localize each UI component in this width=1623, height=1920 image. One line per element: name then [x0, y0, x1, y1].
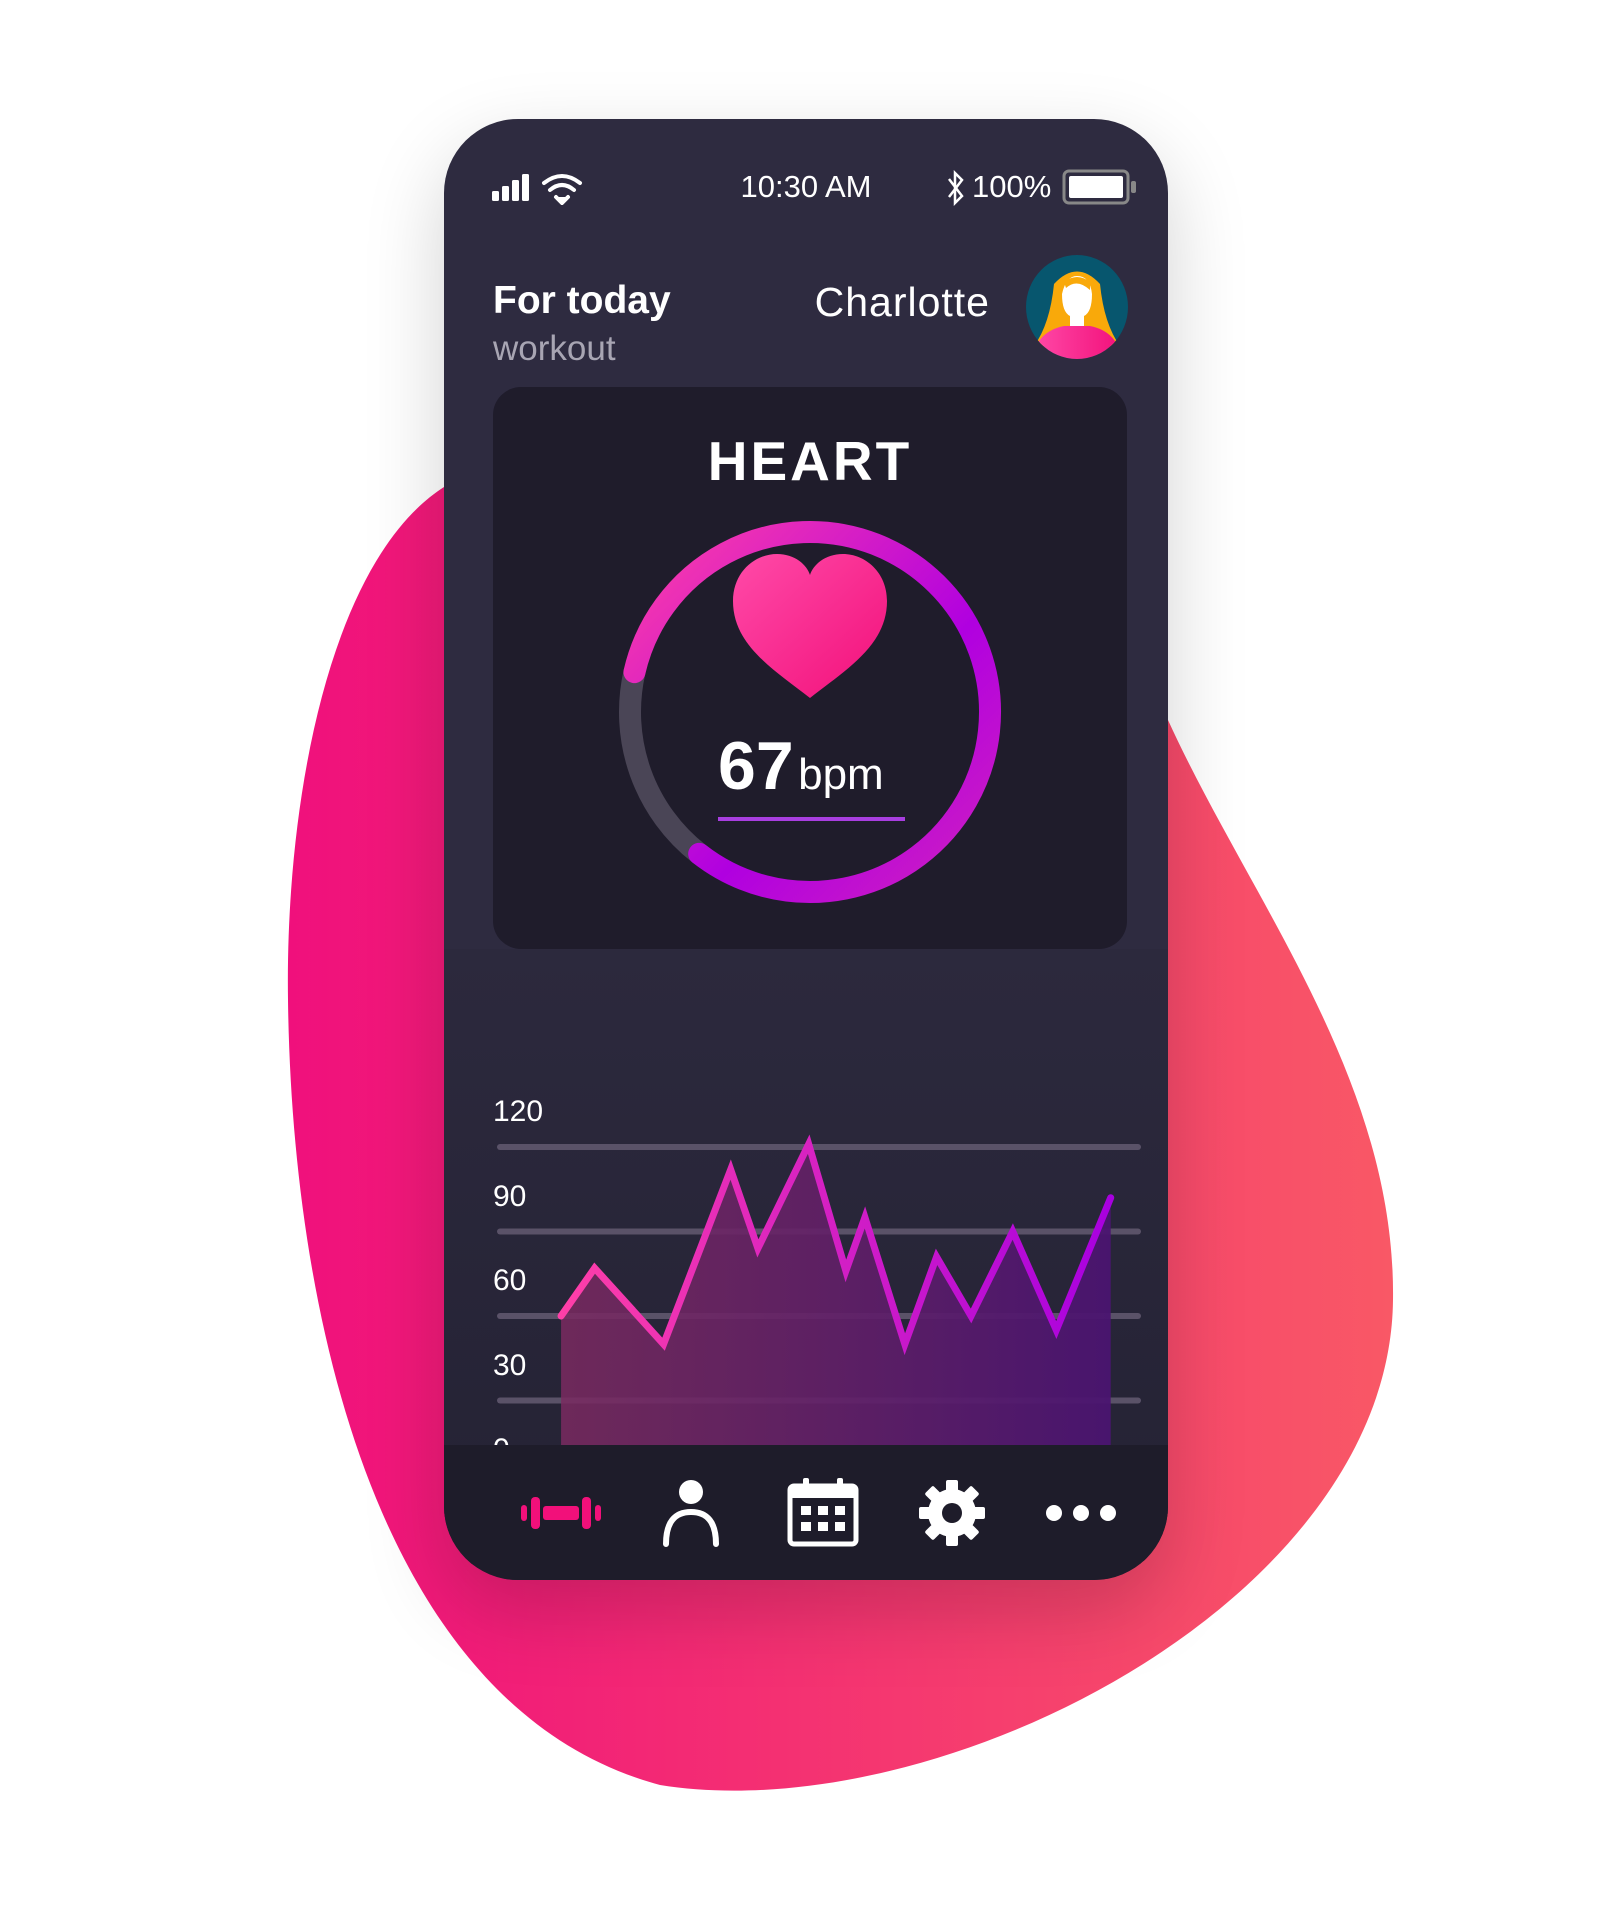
heart-card: HEART 67 bpm [493, 387, 1127, 949]
chart-line [557, 1134, 1115, 1356]
y-tick-label: 90 [493, 1179, 527, 1213]
y-tick-label: 120 [493, 1095, 544, 1128]
page-subtitle: workout [493, 329, 616, 368]
calendar-icon [787, 1478, 859, 1547]
gear-tooth [919, 1507, 933, 1519]
page-title: For today [493, 279, 671, 322]
nav-profile[interactable] [651, 1473, 731, 1553]
nav-calendar[interactable] [783, 1473, 863, 1553]
gear-tooth [962, 1523, 979, 1540]
user-name[interactable]: Charlotte [814, 279, 990, 325]
ring-track [619, 661, 711, 865]
dumbbell-icon [521, 1497, 601, 1529]
ring-progress [623, 521, 1001, 903]
more-icon [1046, 1505, 1116, 1521]
bluetooth-icon [948, 170, 964, 206]
gear-tooth [925, 1523, 942, 1540]
gear-icon [919, 1480, 985, 1546]
heart-card-title: HEART [707, 430, 913, 492]
phone-screen: 10:30 AM 100% For today workout Charlott… [444, 119, 1168, 1580]
bottom-nav [444, 1445, 1168, 1580]
nav-workout[interactable] [521, 1473, 601, 1553]
bpm-value: 67 [718, 728, 794, 804]
battery-percent: 100% [972, 169, 1052, 204]
signal-wifi-icons [492, 174, 582, 205]
gear-tooth [962, 1486, 979, 1503]
heart-icon [733, 554, 887, 698]
profile-icon [663, 1480, 719, 1547]
status-time: 10:30 AM [740, 169, 872, 204]
signal-icon [492, 174, 529, 201]
nav-settings[interactable] [912, 1473, 992, 1553]
gear-tooth [946, 1480, 958, 1494]
wifi-icon [542, 174, 582, 205]
heart-rate-ring [619, 521, 1001, 903]
y-tick-label: 60 [493, 1264, 527, 1297]
nav-more[interactable] [1041, 1473, 1121, 1553]
bpm-unit: bpm [798, 750, 884, 799]
chart-svg [497, 1134, 1141, 1488]
avatar[interactable] [1024, 254, 1130, 360]
chart-area [561, 1144, 1111, 1485]
battery-icon [1062, 169, 1136, 205]
y-tick-label: 30 [493, 1348, 527, 1382]
bpm-readout: 67 bpm [718, 727, 884, 805]
gear-tooth [925, 1486, 942, 1503]
gear-tooth [946, 1532, 958, 1546]
gear-tooth [971, 1507, 985, 1519]
